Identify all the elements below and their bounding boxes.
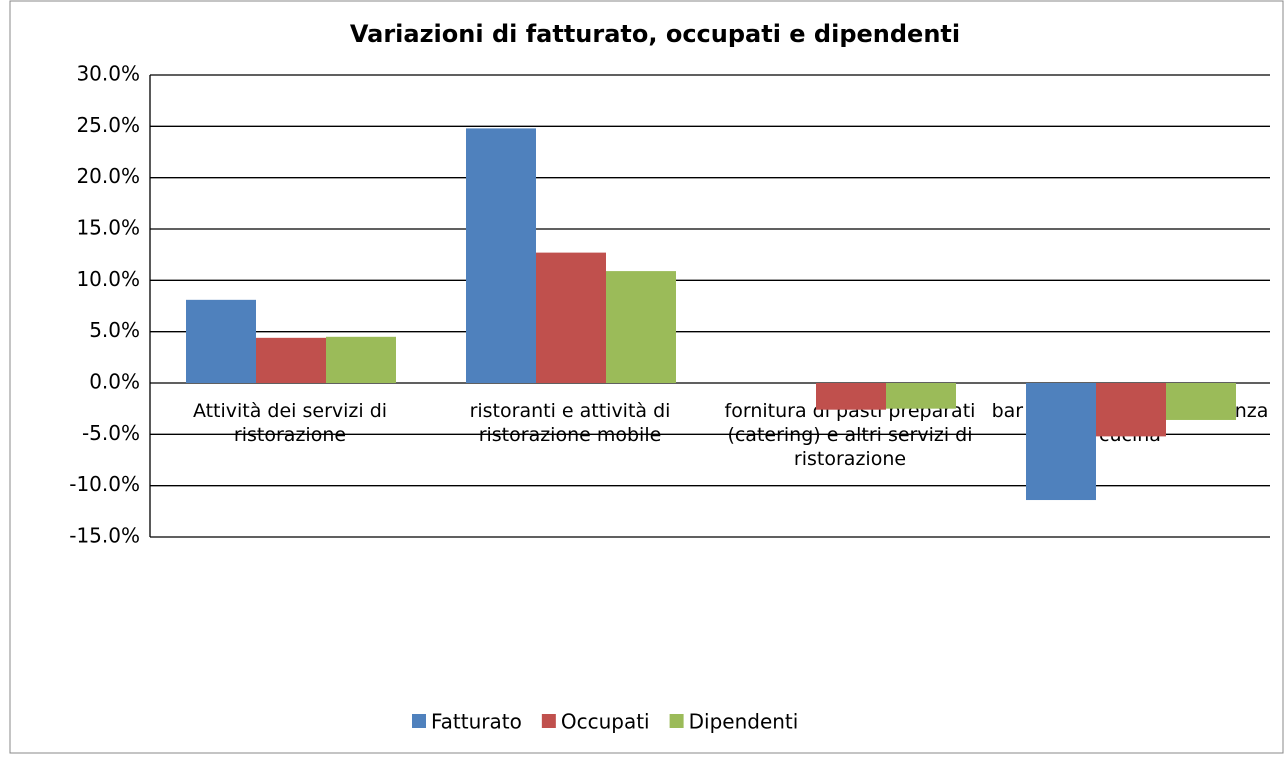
bar xyxy=(466,128,536,383)
y-tick-label: 10.0% xyxy=(76,267,140,291)
legend-label: Occupati xyxy=(561,710,650,734)
y-tick-label: 5.0% xyxy=(89,318,140,342)
bar xyxy=(256,337,326,383)
bar xyxy=(1166,383,1236,420)
y-tick-label: 25.0% xyxy=(76,113,140,137)
y-tick-label: 15.0% xyxy=(76,216,140,240)
y-tick-label: 0.0% xyxy=(89,370,140,394)
bar xyxy=(886,383,956,409)
y-tick-label: -15.0% xyxy=(69,524,140,548)
bar xyxy=(1096,383,1166,437)
legend-label: Dipendenti xyxy=(689,710,799,734)
x-tick-label-box: Attività dei servizi di ristorazione xyxy=(192,400,388,446)
bar xyxy=(186,299,256,383)
legend-swatch xyxy=(669,714,684,728)
bar xyxy=(816,383,886,410)
bar xyxy=(606,271,676,383)
legend-swatch xyxy=(541,714,556,728)
y-tick-label: 30.0% xyxy=(76,62,140,86)
y-tick-label: 20.0% xyxy=(76,164,140,188)
chart-title: Variazioni di fatturato, occupati e dipe… xyxy=(350,20,960,48)
x-tick-label-box: ristoranti e attività di ristorazione mo… xyxy=(469,400,671,446)
legend-swatch xyxy=(412,714,426,728)
y-tick-label: -5.0% xyxy=(82,421,140,445)
legend-label: Fatturato xyxy=(431,710,522,734)
bar xyxy=(1026,383,1096,501)
x-tick-label-box: fornitura di pasti preparati (catering) … xyxy=(724,400,976,470)
bar xyxy=(536,252,606,383)
bar xyxy=(326,336,396,383)
x-tick-label: fornitura di pasti preparati (catering) … xyxy=(724,400,976,470)
x-tick-label: Attività dei servizi di ristorazione xyxy=(192,400,388,446)
y-tick-label: -10.0% xyxy=(69,472,140,496)
x-tick-label: ristoranti e attività di ristorazione mo… xyxy=(469,400,671,446)
